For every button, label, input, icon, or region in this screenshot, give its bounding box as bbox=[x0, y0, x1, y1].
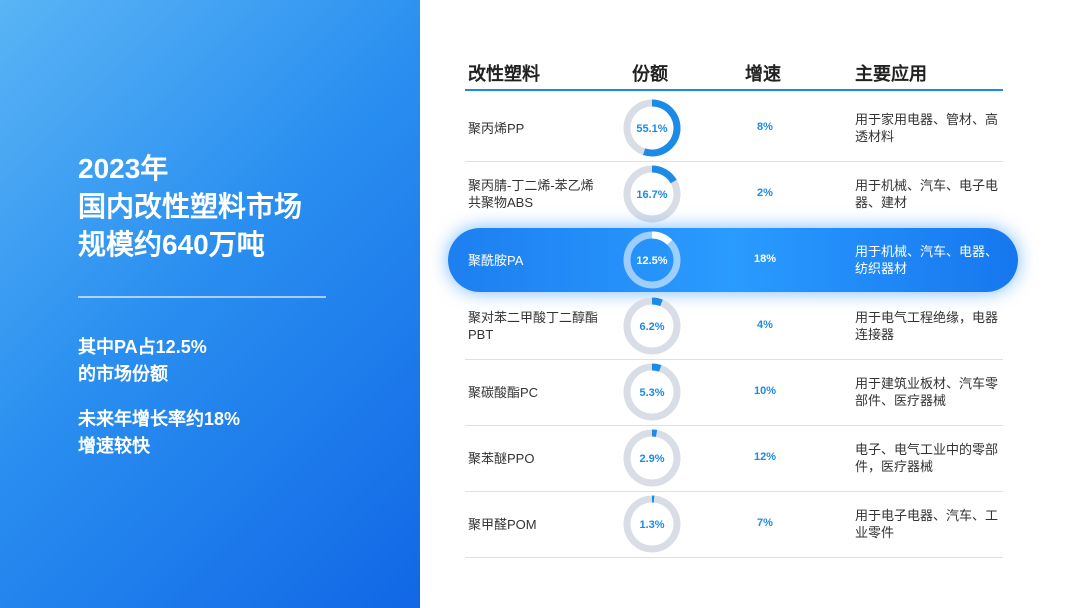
application: 用于电气工程绝缘，电器连接器 bbox=[855, 310, 999, 342]
material-name: 聚丙腈-丁二烯-苯乙烯共聚物ABS bbox=[468, 178, 594, 210]
application: 电子、电气工业中的零部件，医疗器械 bbox=[855, 442, 999, 474]
share-donut: 5.3% bbox=[623, 363, 681, 421]
share-donut: 12.5% bbox=[623, 231, 681, 289]
point-text: 增速较快 bbox=[78, 436, 150, 456]
header-cell: 主要应用 bbox=[855, 64, 927, 84]
donut-track bbox=[623, 429, 681, 487]
material-name: 聚酰胺PA bbox=[468, 252, 524, 268]
growth: 4% bbox=[757, 319, 773, 331]
donut-track bbox=[623, 231, 681, 289]
share-label: 2.9% bbox=[639, 453, 664, 465]
share-donut: 6.2% bbox=[623, 297, 681, 355]
row-rule bbox=[465, 491, 1003, 492]
material-name: 聚丙烯PP bbox=[468, 120, 525, 136]
material-name: 聚碳酸酯PC bbox=[468, 384, 539, 400]
share-label: 16.7% bbox=[636, 189, 667, 201]
growth: 10% bbox=[753, 385, 777, 397]
donut-arc bbox=[643, 99, 681, 157]
highlight-band bbox=[448, 228, 1018, 292]
donut-arc bbox=[651, 165, 677, 184]
application: 用于建筑业板材、汽车零部件、医疗器械 bbox=[855, 376, 999, 408]
material-name: 聚对苯二甲酸丁二醇酯PBT bbox=[468, 310, 599, 342]
row-rule bbox=[465, 425, 1003, 426]
left-panel: 2023年国内改性塑料市场 规模约640万吨其中PA占12.5% 的市场份额未来年增… bbox=[0, 0, 420, 608]
header-cell: 增速 bbox=[745, 64, 781, 84]
donut-arc bbox=[651, 363, 662, 372]
share-donut: 2.9% bbox=[623, 429, 681, 487]
title-line: 2023年 bbox=[78, 153, 169, 184]
growth: 12% bbox=[753, 451, 777, 463]
point-text: 未来年增长率约18% bbox=[78, 409, 241, 429]
row-rule bbox=[465, 161, 1003, 162]
donut-track bbox=[623, 99, 681, 157]
growth: 7% bbox=[757, 517, 773, 529]
title-line: 规模约640万吨 bbox=[78, 229, 265, 260]
donut-track bbox=[623, 165, 681, 223]
growth: 2% bbox=[757, 187, 773, 199]
application: 用于机械、汽车、电器、纺织器材 bbox=[855, 244, 999, 276]
header-rule bbox=[465, 89, 1003, 91]
application: 用于家用电器、管材、高透材料 bbox=[855, 112, 999, 144]
row-rule bbox=[465, 359, 1003, 360]
share-label: 1.3% bbox=[639, 519, 664, 531]
donut-track bbox=[623, 297, 681, 355]
material-name: 聚甲醛POM bbox=[468, 516, 537, 532]
share-label: 55.1% bbox=[636, 123, 667, 135]
growth: 8% bbox=[757, 121, 773, 133]
donut-track bbox=[623, 363, 681, 421]
header-cell: 改性塑料 bbox=[468, 64, 540, 84]
header-cell: 份额 bbox=[632, 64, 668, 84]
donut-arc bbox=[651, 297, 663, 307]
point-text: 的市场份额 bbox=[78, 364, 168, 384]
share-label: 6.2% bbox=[639, 321, 664, 333]
point-text: 其中PA占12.5% bbox=[78, 337, 207, 357]
donut-arc bbox=[651, 231, 673, 245]
separator bbox=[78, 296, 326, 298]
share-label: 12.5% bbox=[636, 255, 667, 267]
row-rule bbox=[465, 557, 1003, 558]
title-line: 国内改性塑料市场 bbox=[78, 191, 303, 222]
material-name: 聚苯醚PPO bbox=[468, 450, 535, 466]
application: 用于电子电器、汽车、工业零件 bbox=[855, 508, 999, 540]
share-donut: 1.3% bbox=[623, 495, 681, 553]
share-donut: 55.1% bbox=[623, 99, 681, 157]
share-donut: 16.7% bbox=[623, 165, 681, 223]
donut-track bbox=[623, 495, 681, 553]
share-label: 5.3% bbox=[639, 387, 664, 399]
growth: 18% bbox=[753, 253, 777, 265]
application: 用于机械、汽车、电子电器、建材 bbox=[855, 178, 999, 210]
